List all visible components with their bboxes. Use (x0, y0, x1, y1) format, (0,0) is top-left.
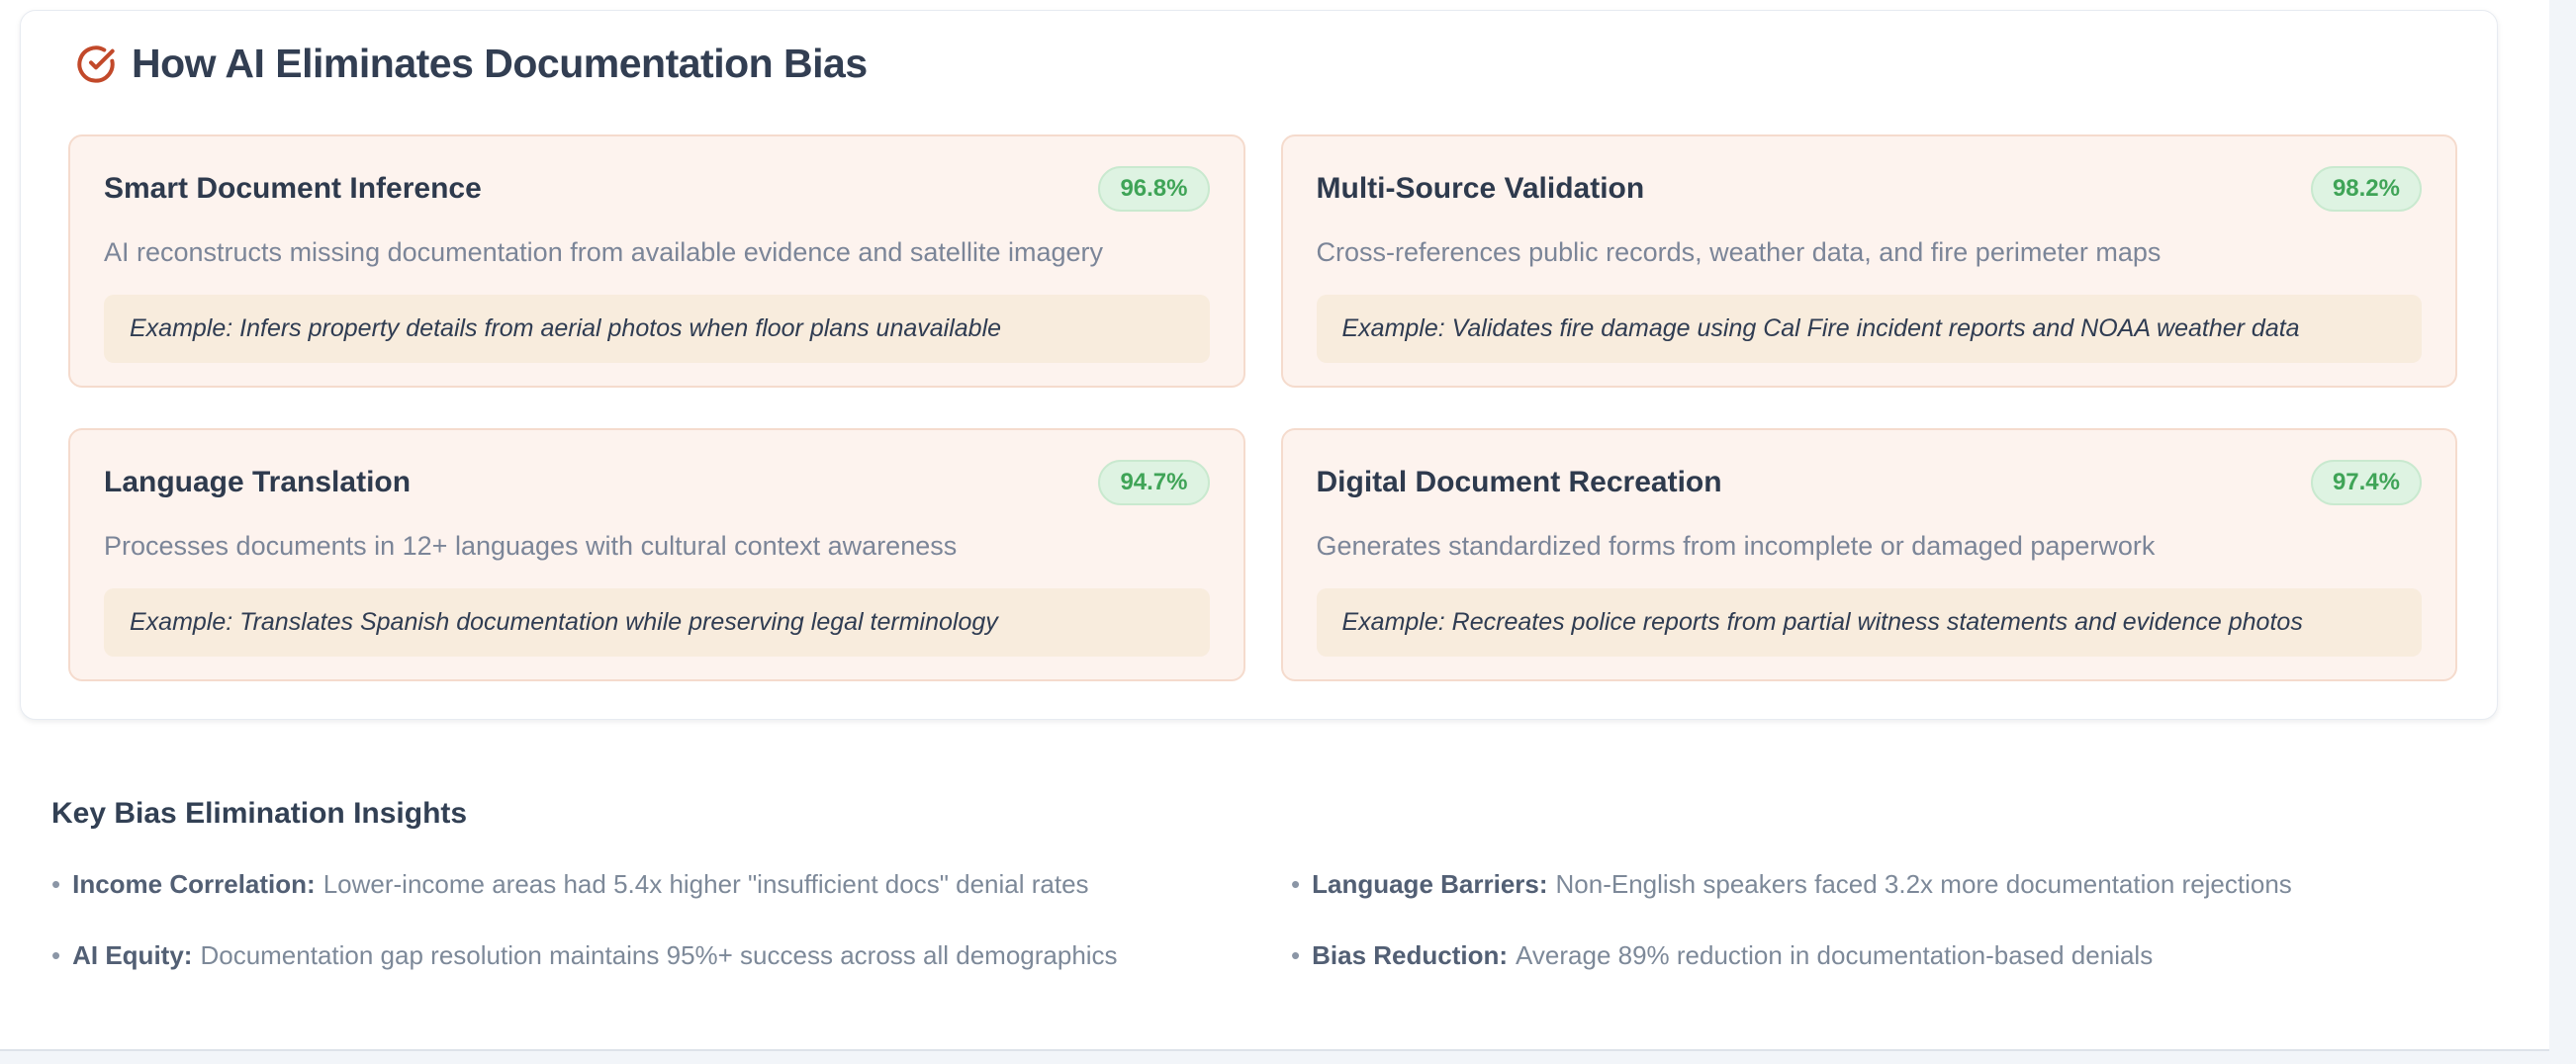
card-example: Example: Validates fire damage using Cal… (1316, 295, 2422, 363)
insight-label: Bias Reduction: (1312, 940, 1509, 970)
card-description: Processes documents in 12+ languages wit… (104, 531, 958, 561)
accuracy-badge: 94.7% (1098, 460, 1210, 505)
bullet-icon: • (1291, 869, 1301, 899)
insight-text: Lower-income areas had 5.4x higher "insu… (322, 869, 1089, 899)
accuracy-badge: 98.2% (2310, 166, 2422, 212)
insights-section: Key Bias Elimination Insights • Income Co… (51, 797, 2495, 971)
card-example: Example: Recreates police reports from p… (1316, 588, 2422, 657)
bullet-icon: • (1291, 940, 1301, 970)
insight-label: Language Barriers: (1312, 869, 1548, 899)
card-head: Multi-Source Validation 98.2% (1316, 166, 2422, 212)
bullet-icon: • (51, 869, 61, 899)
card-title: Digital Document Recreation (1316, 466, 1722, 498)
card-description: AI reconstructs missing documentation fr… (104, 237, 1103, 267)
check-circle-icon (77, 44, 115, 83)
card-head: Digital Document Recreation 97.4% (1316, 460, 2422, 505)
card-smart-document-inference: Smart Document Inference 96.8% AI recons… (68, 134, 1245, 388)
insight-text: Documentation gap resolution maintains 9… (200, 940, 1118, 970)
card-head: Smart Document Inference 96.8% (104, 166, 1210, 212)
insight-text: Non-English speakers faced 3.2x more doc… (1555, 869, 2292, 899)
page-surface: How AI Eliminates Documentation Bias Sma… (0, 0, 2549, 1051)
card-example: Example: Translates Spanish documentatio… (104, 588, 1210, 657)
documentation-bias-panel: How AI Eliminates Documentation Bias Sma… (20, 10, 2498, 720)
feature-cards-grid: Smart Document Inference 96.8% AI recons… (68, 134, 2457, 681)
insight-language-barriers: • Language Barriers: Non-English speakers … (1291, 868, 2495, 900)
accuracy-badge: 96.8% (1098, 166, 1210, 212)
card-title: Multi-Source Validation (1316, 172, 1645, 205)
panel-header: How AI Eliminates Documentation Bias (21, 11, 2497, 87)
card-title: Language Translation (104, 466, 412, 498)
insight-bias-reduction: • Bias Reduction: Average 89% reduction in… (1291, 939, 2495, 971)
panel-title: How AI Eliminates Documentation Bias (132, 41, 868, 86)
insight-label: Income Correlation: (72, 869, 316, 899)
card-title: Smart Document Inference (104, 172, 482, 205)
card-multi-source-validation: Multi-Source Validation 98.2% Cross-refe… (1280, 134, 2457, 388)
insight-ai-equity: • AI Equity: Documentation gap resolution … (51, 939, 1291, 971)
card-language-translation: Language Translation 94.7% Processes doc… (68, 428, 1245, 681)
insight-text: Average 89% reduction in documentation-b… (1516, 940, 2154, 970)
insight-income-correlation: • Income Correlation: Lower-income areas h… (51, 868, 1291, 900)
card-description: Cross-references public records, weather… (1316, 237, 2162, 267)
card-example: Example: Infers property details from ae… (104, 295, 1210, 363)
insights-grid: • Income Correlation: Lower-income areas h… (51, 868, 2495, 971)
insights-title: Key Bias Elimination Insights (51, 797, 468, 830)
card-digital-document-recreation: Digital Document Recreation 97.4% Genera… (1280, 428, 2457, 681)
insight-label: AI Equity: (72, 940, 193, 970)
card-head: Language Translation 94.7% (104, 460, 1210, 505)
accuracy-badge: 97.4% (2310, 460, 2422, 505)
bullet-icon: • (51, 940, 61, 970)
card-description: Generates standardized forms from incomp… (1316, 531, 2156, 561)
